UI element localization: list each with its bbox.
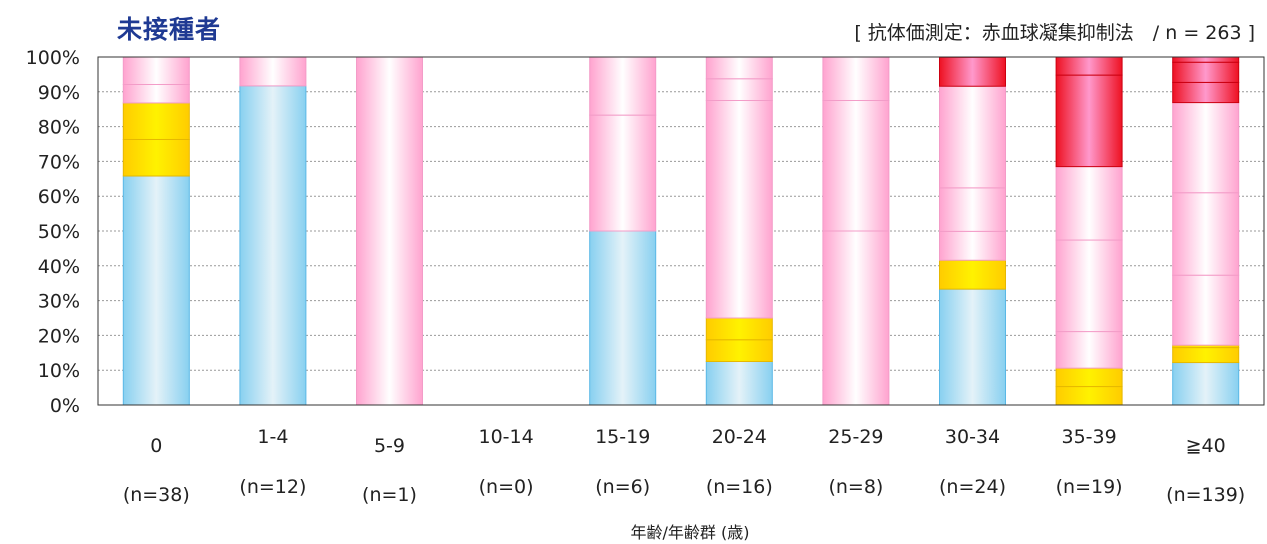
- x-category-count: (n=38): [123, 484, 190, 506]
- y-tick-label: 30%: [38, 291, 80, 313]
- bar-segment: [122, 175, 190, 406]
- x-category-count: (n=8): [828, 476, 883, 498]
- y-tick-label: 40%: [38, 256, 80, 278]
- bar-segment: [1172, 56, 1240, 63]
- bar-segment: [1172, 347, 1240, 364]
- bar-segment: [705, 100, 773, 319]
- bar-segment: [1172, 102, 1240, 194]
- y-tick-label: 20%: [38, 325, 80, 347]
- bar-segment: [939, 259, 1006, 290]
- bar-segment: [1172, 274, 1240, 346]
- bar-segment: [1172, 362, 1240, 406]
- y-tick-label: 70%: [38, 151, 80, 173]
- bar-segment: [1055, 239, 1123, 333]
- bar-segment: [589, 56, 657, 116]
- x-category-label: ≧40: [1186, 435, 1226, 457]
- bar-segment: [239, 56, 307, 87]
- bar-segment: [705, 339, 773, 362]
- y-tick-label: 60%: [38, 186, 80, 208]
- x-category-label: 20-24: [712, 426, 767, 448]
- y-tick-label: 50%: [38, 221, 80, 243]
- plot-area-border: [97, 56, 1265, 406]
- y-axis-ticks: 0% 10% 20% 30% 40% 50% 60% 70% 80% 90% 100%: [26, 47, 80, 417]
- bar-segment: [705, 317, 773, 341]
- y-tick-label: 10%: [38, 360, 80, 382]
- bar-segment: [1172, 192, 1240, 276]
- bar-segment: [122, 138, 190, 177]
- x-category-label: 0: [150, 435, 162, 457]
- bar-segment: [705, 361, 773, 406]
- x-category-count: (n=6): [595, 476, 650, 498]
- x-category-count: (n=0): [479, 476, 534, 498]
- x-category-count: (n=12): [239, 476, 306, 498]
- bar-segment: [1055, 331, 1123, 369]
- x-category-label: 35-39: [1061, 426, 1116, 448]
- bar-segment: [1172, 61, 1240, 83]
- bar-segment: [705, 78, 773, 101]
- bar-segment: [122, 56, 190, 85]
- x-category-label: 10-14: [478, 426, 533, 448]
- x-category-label: 25-29: [828, 426, 883, 448]
- bar-segment: [356, 56, 423, 406]
- bar-segment: [822, 230, 890, 406]
- bar-segment: [1055, 56, 1123, 76]
- bars: [122, 56, 1240, 406]
- bar-segment: [122, 83, 190, 104]
- x-category-count: (n=1): [362, 484, 417, 506]
- y-tick-label: 80%: [38, 117, 80, 139]
- x-category-count: (n=139): [1166, 484, 1245, 506]
- x-category-count: (n=24): [939, 476, 1006, 498]
- bar-segment: [1055, 367, 1123, 388]
- bar-segment: [822, 56, 890, 101]
- bar-segment: [122, 102, 190, 140]
- bar-segment: [1172, 81, 1240, 104]
- x-category-label: 5-9: [374, 435, 405, 457]
- x-axis-categories: 0 (n=38) 1-4 (n=12) 5-9 (n=1) 10-14 (n=0) 15-19 (…: [123, 426, 1245, 506]
- x-category-label: 1-4: [257, 426, 288, 448]
- bar-segment: [705, 56, 773, 80]
- bar-segment: [939, 230, 1006, 261]
- chart-title: 未接種者: [117, 15, 222, 44]
- bar-segment: [1055, 166, 1123, 241]
- bar-segment: [589, 114, 657, 232]
- chart-subtitle: [ 抗体価測定：赤血球凝集抑制法 / n = 263 ]: [854, 22, 1255, 44]
- bar-segment: [939, 288, 1006, 406]
- x-category-label: 30-34: [945, 426, 1000, 448]
- bar-segment: [939, 85, 1006, 189]
- bar-segment: [939, 187, 1006, 232]
- y-tick-label: 0%: [50, 395, 80, 417]
- y-tick-label: 100%: [26, 47, 80, 69]
- x-category-count: (n=16): [706, 476, 773, 498]
- bar-segment: [1055, 74, 1123, 168]
- x-axis-label: 年齢/年齢群 (歳): [631, 523, 750, 542]
- bar-segment: [1055, 386, 1123, 406]
- bar-segment: [939, 56, 1006, 87]
- bar-segment: [239, 85, 307, 406]
- y-tick-label: 90%: [38, 82, 80, 104]
- x-category-count: (n=19): [1056, 476, 1123, 498]
- bar-segment: [822, 100, 890, 232]
- bar-segment: [589, 230, 657, 406]
- x-category-label: 15-19: [595, 426, 650, 448]
